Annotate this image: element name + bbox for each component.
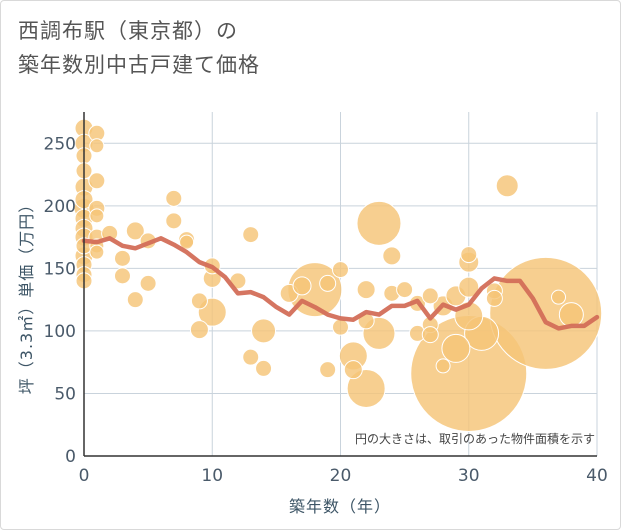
chart-title: 西調布駅（東京都）の 築年数別中古戸建て価格 bbox=[18, 14, 260, 82]
y-axis-label: 坪（3.3㎡）単価（万円） bbox=[17, 196, 36, 394]
y-tick-label: 250 bbox=[44, 134, 76, 154]
bubble-point bbox=[382, 246, 402, 266]
x-tick-label: 10 bbox=[201, 466, 223, 486]
bubble-point bbox=[126, 291, 144, 309]
bubble-point bbox=[125, 221, 145, 241]
bubble-point bbox=[458, 276, 480, 298]
x-tick-label: 30 bbox=[458, 466, 480, 486]
bubble-point bbox=[495, 174, 519, 198]
bubble-point bbox=[189, 320, 209, 340]
bubble-point bbox=[113, 267, 131, 285]
bubble-point bbox=[396, 281, 414, 299]
title-line-2: 築年数別中古戸建て価格 bbox=[18, 53, 260, 77]
bubble-point bbox=[485, 289, 503, 307]
bubble-point bbox=[255, 359, 273, 377]
bubble-point bbox=[489, 256, 603, 370]
bubbles bbox=[73, 118, 603, 432]
bubble-point bbox=[435, 358, 451, 374]
x-tick-label: 0 bbox=[79, 466, 90, 486]
title-line-1: 西調布駅（東京都）の bbox=[18, 19, 238, 43]
x-axis-label: 築年数（年） bbox=[289, 497, 391, 516]
bubble-point bbox=[460, 246, 478, 264]
trend-line bbox=[81, 236, 600, 331]
bubble-point bbox=[356, 200, 402, 246]
bubble-point bbox=[421, 287, 439, 305]
bubble-point bbox=[551, 289, 567, 305]
trend-line-group bbox=[81, 236, 600, 331]
axes bbox=[83, 112, 597, 457]
bubble-point bbox=[319, 274, 337, 292]
bubble-point bbox=[319, 361, 337, 379]
bubble-point bbox=[558, 302, 584, 328]
x-tick-label: 20 bbox=[330, 466, 352, 486]
bubble-point bbox=[89, 138, 105, 154]
y-tick-label: 0 bbox=[65, 447, 76, 467]
bubble-point bbox=[421, 326, 439, 344]
bubble-point bbox=[292, 276, 312, 296]
bubble-point bbox=[113, 249, 131, 267]
bubble-point bbox=[89, 208, 105, 224]
bubble-point bbox=[332, 318, 349, 336]
bubble-point bbox=[165, 189, 183, 207]
bubble-point bbox=[356, 280, 376, 300]
bubble-point bbox=[251, 318, 277, 344]
size-note: 円の大きさは、取引のあった物件面積を示す bbox=[355, 431, 595, 446]
tick-labels: 0 50 100 150 200 250 0 10 20 30 40 bbox=[44, 134, 608, 486]
bubble-point bbox=[242, 226, 260, 244]
bubble-point bbox=[343, 360, 363, 380]
y-tick-label: 200 bbox=[44, 197, 76, 217]
bubble-point bbox=[165, 212, 183, 230]
bubble-point bbox=[441, 333, 471, 363]
y-tick-label: 50 bbox=[54, 384, 76, 404]
bubble-point bbox=[179, 234, 195, 250]
bubble-point bbox=[242, 348, 260, 366]
bubble-point bbox=[190, 292, 208, 310]
bubble-point bbox=[332, 261, 349, 279]
y-tick-label: 100 bbox=[44, 322, 76, 342]
bubble-point bbox=[139, 274, 157, 292]
y-tick-label: 150 bbox=[44, 259, 76, 279]
x-tick-label: 40 bbox=[586, 466, 608, 486]
bubble-point bbox=[88, 172, 106, 190]
bubble-point bbox=[346, 368, 386, 408]
bubble-point bbox=[89, 244, 105, 260]
